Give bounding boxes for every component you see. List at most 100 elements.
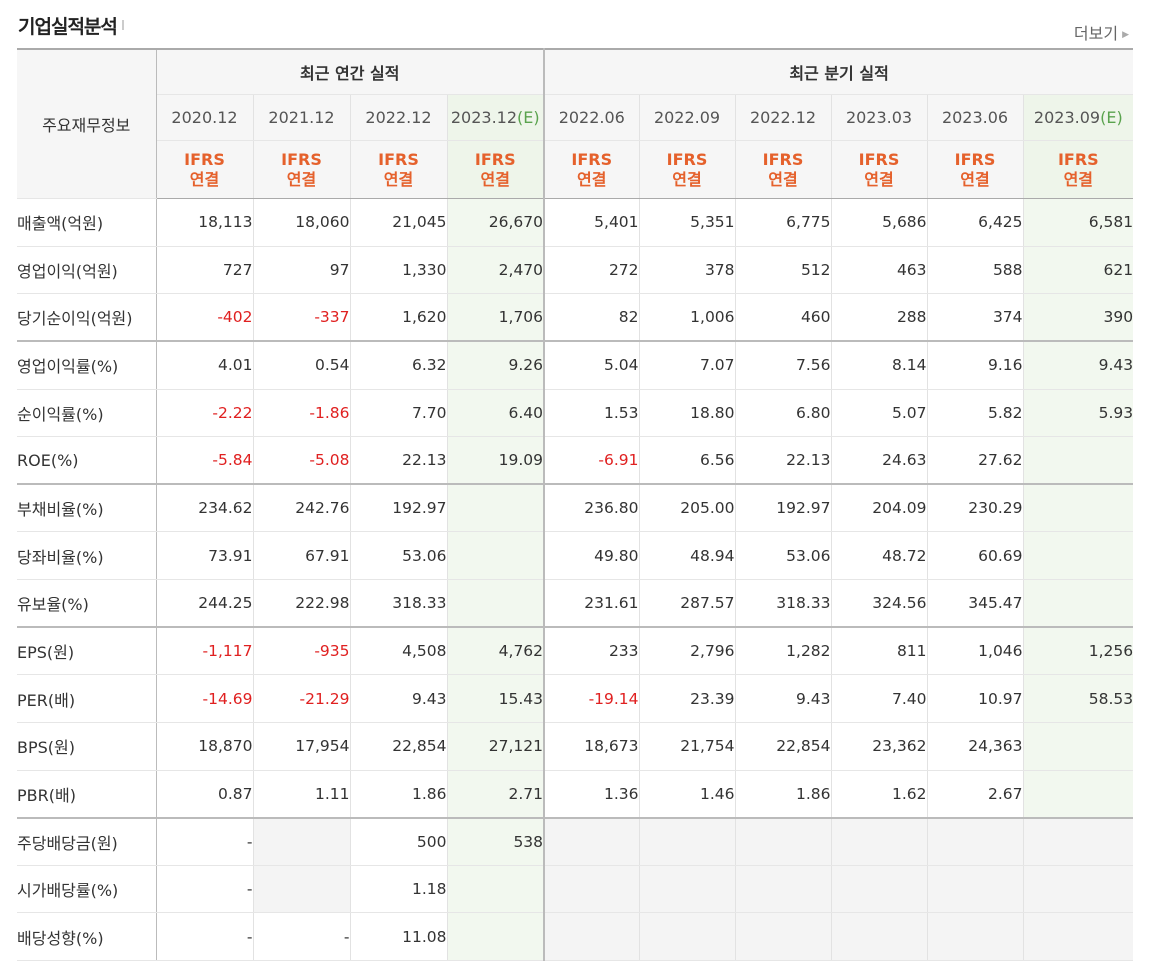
row-label: EPS(원) — [17, 626, 157, 676]
table-row: 유보율(%) 244.25 222.98 318.33 231.61 287.57 318.… — [17, 579, 1134, 628]
table-cell: 11.08 — [350, 912, 448, 961]
table-cell: 22,854 — [350, 722, 448, 771]
table-row: BPS(원) 18,870 17,954 22,854 27,121 18,673 21,7… — [17, 722, 1134, 771]
basis-standard: IFRS — [954, 149, 996, 169]
table-cell: -19.14 — [544, 674, 640, 723]
table-row: 순이익률(%) -2.22 -1.86 7.70 6.40 1.53 18.80 6.80 5.… — [17, 389, 1134, 438]
period-header: 2021.12 — [253, 94, 351, 141]
table-cell: 1.86 — [350, 770, 448, 819]
table-cell: 24,363 — [927, 722, 1024, 771]
section-title: 기업실적분석 — [18, 16, 118, 38]
period-label: 2020.12 — [171, 108, 238, 127]
row-label: PBR(배) — [17, 770, 157, 819]
table-cell: 6.80 — [735, 389, 832, 438]
row-label: 주당배당금(원) — [17, 816, 157, 866]
table-row: 당좌비율(%) 73.91 67.91 53.06 49.80 48.94 53.06 48.… — [17, 531, 1134, 580]
more-link[interactable]: 더보기 ▶ — [1074, 20, 1129, 44]
table-row: 부채비율(%) 234.62 242.76 192.97 236.80 205.00 192… — [17, 483, 1134, 533]
table-cell: 60.69 — [927, 531, 1024, 580]
table-cell: 727 — [156, 246, 254, 295]
table-cell: 5,401 — [544, 198, 640, 247]
table-cell: -402 — [156, 293, 254, 342]
table-cell: 6.32 — [350, 340, 448, 390]
row-label: 영업이익률(%) — [17, 340, 157, 390]
table-cell — [1023, 531, 1134, 580]
ifrs-basis-label: IFRS 연결 — [1024, 150, 1134, 190]
quarter-group-header: 최근 분기 실적 — [544, 49, 1134, 95]
basis-consolidation: 연결 — [577, 169, 607, 189]
table-cell: 22.13 — [735, 436, 832, 485]
ifrs-basis-label: IFRS 연결 — [736, 150, 831, 190]
table-row: 당기순이익(억원) -402 -337 1,620 1,706 82 1,006 460 288… — [17, 293, 1134, 342]
table-cell: 1,330 — [350, 246, 448, 295]
period-header: 2023.03 — [831, 94, 928, 141]
table-cell: 73.91 — [156, 531, 254, 580]
table-cell: 345.47 — [927, 579, 1024, 628]
row-label: 부채비율(%) — [17, 483, 157, 533]
table-cell: 2.67 — [927, 770, 1024, 819]
period-label: 2023.06 — [941, 108, 1009, 127]
table-cell — [447, 483, 546, 533]
basis-standard: IFRS — [281, 149, 322, 169]
title-divider — [122, 20, 124, 30]
basis-header: IFRS 연결 — [447, 140, 546, 199]
table-cell: 23,362 — [831, 722, 928, 771]
row-label: 유보율(%) — [17, 579, 157, 628]
table-cell — [735, 816, 832, 866]
table-cell: - — [156, 865, 254, 914]
table-row: PER(배) -14.69 -21.29 9.43 15.43 -19.14 23.39 9.… — [17, 674, 1134, 723]
ifrs-basis-label: IFRS 연결 — [448, 150, 544, 190]
table-cell: 10.97 — [927, 674, 1024, 723]
table-cell: 230.29 — [927, 483, 1024, 533]
table-cell: 9.43 — [735, 674, 832, 723]
basis-standard: IFRS — [858, 149, 900, 169]
table-cell: 4,508 — [350, 626, 448, 676]
table-cell: 6,425 — [927, 198, 1024, 247]
table-cell: 378 — [639, 246, 736, 295]
table-cell: - — [156, 912, 254, 961]
basis-consolidation: 연결 — [864, 169, 894, 189]
table-cell: 204.09 — [831, 483, 928, 533]
table-cell — [447, 531, 546, 580]
table-cell: 318.33 — [350, 579, 448, 628]
table-cell: 48.72 — [831, 531, 928, 580]
table-cell: 244.25 — [156, 579, 254, 628]
basis-standard: IFRS — [184, 149, 225, 169]
table-cell: 9.16 — [927, 340, 1024, 390]
basis-header: IFRS 연결 — [350, 140, 448, 199]
table-cell: 538 — [447, 816, 546, 866]
basis-consolidation: 연결 — [189, 169, 220, 189]
table-cell — [1023, 912, 1134, 961]
table-cell: 242.76 — [253, 483, 351, 533]
basis-standard: IFRS — [571, 149, 613, 169]
table-cell: 234.62 — [156, 483, 254, 533]
table-cell: 53.06 — [735, 531, 832, 580]
period-header: 2022.09 — [639, 94, 736, 141]
period-label: 2023.12 — [450, 108, 518, 127]
table-cell: -935 — [253, 626, 351, 676]
table-cell: 22,854 — [735, 722, 832, 771]
table-cell: 6,581 — [1023, 198, 1134, 247]
table-cell: 500 — [350, 816, 448, 866]
table-cell: 15.43 — [447, 674, 546, 723]
table-cell: 811 — [831, 626, 928, 676]
table-cell — [1023, 436, 1134, 485]
period-label: 2023.09 — [1033, 108, 1101, 127]
table-cell: 6.56 — [639, 436, 736, 485]
table-cell: 7.56 — [735, 340, 832, 390]
table-cell — [639, 816, 736, 866]
table-cell — [831, 816, 928, 866]
ifrs-basis-label: IFRS 연결 — [351, 150, 447, 190]
table-cell: 5,351 — [639, 198, 736, 247]
row-label: 배당성향(%) — [17, 912, 157, 961]
period-label: 2022.12 — [749, 108, 817, 127]
table-cell: 5.07 — [831, 389, 928, 438]
table-row: 시가배당률(%) - 1.18 — [17, 865, 1134, 914]
table-cell — [1023, 722, 1134, 771]
table-cell: 48.94 — [639, 531, 736, 580]
table-cell: 18,870 — [156, 722, 254, 771]
basis-consolidation: 연결 — [960, 169, 990, 189]
table-cell: 2.71 — [447, 770, 546, 819]
table-cell: 18.80 — [639, 389, 736, 438]
table-cell: -14.69 — [156, 674, 254, 723]
